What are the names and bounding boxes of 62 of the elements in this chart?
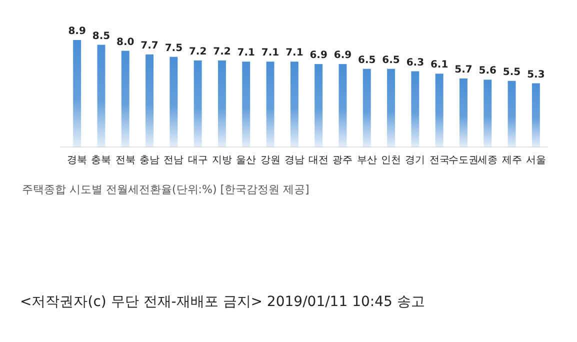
bar xyxy=(314,64,323,147)
bar xyxy=(387,68,396,147)
bar xyxy=(459,78,468,147)
text: 주택종합 시도별 전월세전환율(단위:%) [한국감정원 제공] xyxy=(22,183,310,196)
bar xyxy=(484,80,492,147)
bar xyxy=(121,50,130,147)
bar xyxy=(435,74,444,147)
data-label: 8.5 xyxy=(92,30,110,42)
x-tick-label: 경기 xyxy=(405,155,426,166)
x-tick-label: 강원 xyxy=(260,155,280,166)
data-label: 7.2 xyxy=(188,46,207,58)
bar xyxy=(532,83,540,147)
x-tick-label: 지방 xyxy=(212,155,232,166)
data-label: 5.6 xyxy=(478,66,497,77)
x-tick-label: 전북 xyxy=(115,155,136,166)
data-label: 6.5 xyxy=(358,54,376,66)
x-tick-label: 대전 xyxy=(308,155,329,166)
data-label: 5.7 xyxy=(454,64,472,76)
x-tick-label: 경북 xyxy=(67,155,88,166)
bar xyxy=(242,62,250,147)
data-label: 7.2 xyxy=(213,46,231,58)
bar xyxy=(194,60,202,147)
x-tick-label: 경남 xyxy=(284,155,304,166)
data-label: 6.5 xyxy=(382,54,400,66)
data-label: 8.0 xyxy=(116,36,134,48)
x-tick-label: 부산 xyxy=(356,155,377,166)
data-label: 7.1 xyxy=(261,48,280,59)
bar xyxy=(266,62,274,147)
data-label: 7.1 xyxy=(237,48,256,59)
bar xyxy=(170,56,178,147)
data-label: 7.7 xyxy=(140,40,158,52)
data-label: 6.3 xyxy=(406,57,424,68)
bar xyxy=(338,64,347,147)
x-tick-label: 대구 xyxy=(188,155,208,166)
x-tick-label: 충북 xyxy=(91,155,112,166)
data-label: 5.3 xyxy=(527,69,545,80)
bar xyxy=(218,60,226,147)
x-tick-label: 광주 xyxy=(332,155,353,166)
bar xyxy=(97,44,106,147)
data-label: 6.9 xyxy=(310,50,328,62)
data-label: 8.9 xyxy=(68,26,86,37)
data-label: 7.1 xyxy=(286,48,304,59)
x-tick-label: 수도권 xyxy=(448,155,478,166)
x-tick-label: 세종 xyxy=(478,155,498,166)
x-tick-label: 충남 xyxy=(140,155,160,166)
bar xyxy=(73,40,82,147)
bar xyxy=(508,80,516,147)
bar xyxy=(290,62,298,147)
data-label: 6.9 xyxy=(334,50,352,62)
x-tick-label: 전남 xyxy=(164,155,184,166)
x-tick-label: 전국 xyxy=(429,155,450,166)
x-tick-label: 서울 xyxy=(526,155,546,166)
bar xyxy=(146,54,154,147)
data-label: 7.5 xyxy=(164,42,183,54)
x-tick-label: 인천 xyxy=(381,155,402,166)
data-label: 5.5 xyxy=(502,66,521,78)
bar xyxy=(362,68,371,147)
bar xyxy=(411,71,420,147)
x-tick-label: 제주 xyxy=(502,155,522,166)
text: <저작권자(c) 무단 전재-재배포 금지> 2019/01/11 10:45 송고 xyxy=(20,294,425,310)
data-label: 6.1 xyxy=(430,60,448,71)
x-tick-label: 울산 xyxy=(236,155,256,166)
